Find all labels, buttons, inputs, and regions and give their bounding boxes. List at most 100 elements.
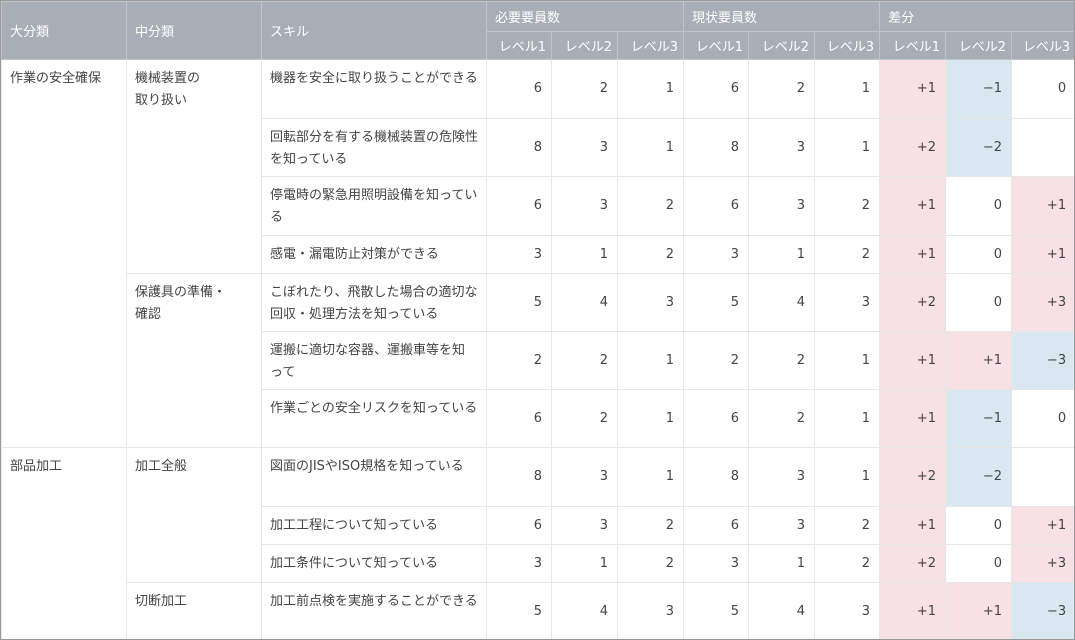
current-level-3-cell: 1 [814,331,881,390]
header-diff-level-1: レベル1 [879,31,947,60]
current-level-2-cell: 4 [748,582,816,639]
middle-category-cell: 加工全般 [126,447,262,583]
current-level-3-cell: 1 [814,59,881,119]
diff-level-1-cell: +2 [879,447,947,507]
diff-level-3-cell: +3 [1011,544,1074,583]
diff-level-2-cell: −2 [945,118,1013,177]
diff-level-1-cell: +1 [879,235,947,274]
current-level-1-cell: 8 [683,118,750,177]
diff-level-3-cell: +1 [1011,176,1074,236]
middle-category-cell: 保護具の準備・ 確認 [126,273,262,448]
diff-level-2-cell: −1 [945,59,1013,119]
current-level-2-cell: 1 [748,235,816,274]
table-row: 回転部分を有する機械装置の危険性を知っている 8 3 1 8 3 1 +2 −2 [2,118,1074,177]
diff-level-2-cell: +1 [945,582,1013,639]
required-level-3-cell: 1 [616,118,685,177]
skill-cell: 加工工程について知っている [261,506,487,545]
required-level-1-cell: 3 [486,235,552,274]
required-level-2-cell: 3 [551,447,618,507]
required-level-2-cell: 2 [551,331,618,390]
required-level-3-cell: 2 [616,506,685,545]
diff-level-2-cell: 0 [945,273,1013,332]
header-required-group: 必要要員数 [485,1,685,32]
required-level-2-cell: 1 [551,235,618,274]
table-row: 部品加工 加工全般 図面のJISやISO規格を知っている 8 3 1 8 3 1 +2 −2 [1,447,1074,639]
diff-level-3-cell [1011,118,1074,177]
skill-cell: 加工条件について知っている [261,544,487,583]
required-level-2-cell: 4 [551,273,618,332]
major-category-cell: 作業の安全確保 [1,59,127,448]
skill-cell: こぼれたり、飛散した場合の適切な回収・処理方法を知っている [261,273,487,332]
current-level-2-cell: 2 [748,59,816,119]
skill-cell: 停電時の緊急用照明設備を知っている [261,176,487,236]
diff-level-2-cell: −2 [945,447,1013,507]
skill-cell: 感電・漏電防止対策ができる [261,235,487,274]
current-level-1-cell: 3 [683,544,750,583]
diff-level-2-cell: 0 [945,506,1013,545]
diff-level-1-cell: +2 [879,118,947,177]
required-level-1-cell: 5 [486,582,552,639]
current-level-1-cell: 5 [683,273,750,332]
diff-level-1-cell: +1 [879,506,947,545]
diff-level-2-cell: −1 [945,389,1013,448]
required-level-3-cell: 1 [616,389,685,448]
diff-level-3-cell: +1 [1011,506,1074,545]
skill-cell: 機器を安全に取り扱うことができる [261,59,487,119]
table-row: 加工工程について知っている 6 3 2 6 3 2 +1 0 +1 [2,506,1074,545]
required-level-1-cell: 6 [486,176,552,236]
table-body: 作業の安全確保 機械装置の 取り扱い 機器を安全に取り扱うことができる 6 2 1 6 2 1 +… [1,59,1074,639]
diff-level-1-cell: +2 [879,273,947,332]
required-level-2-cell: 3 [551,118,618,177]
required-level-3-cell: 2 [616,235,685,274]
current-level-1-cell: 6 [683,389,750,448]
current-level-1-cell: 6 [683,59,750,119]
header-required-level-3: レベル3 [616,31,685,60]
required-level-1-cell: 6 [486,506,552,545]
current-level-1-cell: 5 [683,582,750,639]
table-row: 作業の安全確保 機械装置の 取り扱い 機器を安全に取り扱うことができる 6 2 1 6 2 1 +… [1,59,1074,448]
table-row: 感電・漏電防止対策ができる 3 1 2 3 1 2 +1 0 +1 [2,235,1074,274]
skill-cell: 加工前点検を実施することができる [261,582,487,639]
current-level-2-cell: 3 [748,118,816,177]
current-level-1-cell: 8 [683,447,750,507]
required-level-1-cell: 3 [486,544,552,583]
table-row: 保護具の準備・ 確認 こぼれたり、飛散した場合の適切な回収・処理方法を知っている 5… [2,273,1074,448]
current-level-2-cell: 2 [748,389,816,448]
diff-level-1-cell: +1 [879,59,947,119]
skill-cell: 図面のJISやISO規格を知っている [261,447,487,507]
diff-level-3-cell: −3 [1011,331,1074,390]
header-current-level-1: レベル1 [683,31,750,60]
diff-level-3-cell: 0 [1011,389,1074,448]
table-row: 停電時の緊急用照明設備を知っている 6 3 2 6 3 2 +1 0 +1 [2,176,1074,236]
skill-cell: 運搬に適切な容器、運搬車等を知って [261,331,487,390]
required-level-3-cell: 3 [616,273,685,332]
current-level-3-cell: 1 [814,447,881,507]
table-row: 加工条件について知っている 3 1 2 3 1 2 +2 0 +3 [2,544,1074,583]
table-row: 運搬に適切な容器、運搬車等を知って 2 2 1 2 2 1 +1 +1 −3 [2,331,1074,390]
table-row: 作業ごとの安全リスクを知っている 6 2 1 6 2 1 +1 −1 0 [2,389,1074,448]
diff-level-1-cell: +2 [879,544,947,583]
current-level-3-cell: 2 [814,544,881,583]
current-level-3-cell: 2 [814,506,881,545]
diff-level-1-cell: +1 [879,582,947,639]
required-level-3-cell: 1 [616,447,685,507]
header-diff-level-3: レベル3 [1011,31,1074,60]
current-level-3-cell: 2 [814,176,881,236]
required-level-2-cell: 2 [551,389,618,448]
current-level-3-cell: 1 [814,118,881,177]
middle-category-cell: 機械装置の 取り扱い [126,59,262,274]
diff-level-3-cell: +3 [1011,273,1074,332]
required-level-2-cell: 3 [551,506,618,545]
diff-level-2-cell: 0 [945,235,1013,274]
current-level-3-cell: 1 [814,389,881,448]
required-level-2-cell: 3 [551,176,618,236]
diff-level-2-cell: +1 [945,331,1013,390]
current-level-1-cell: 6 [683,176,750,236]
current-level-2-cell: 3 [748,447,816,507]
current-level-1-cell: 6 [683,506,750,545]
middle-category-cell: 切断加工 [126,582,262,639]
current-level-2-cell: 1 [748,544,816,583]
current-level-2-cell: 3 [748,176,816,236]
required-level-1-cell: 2 [486,331,552,390]
